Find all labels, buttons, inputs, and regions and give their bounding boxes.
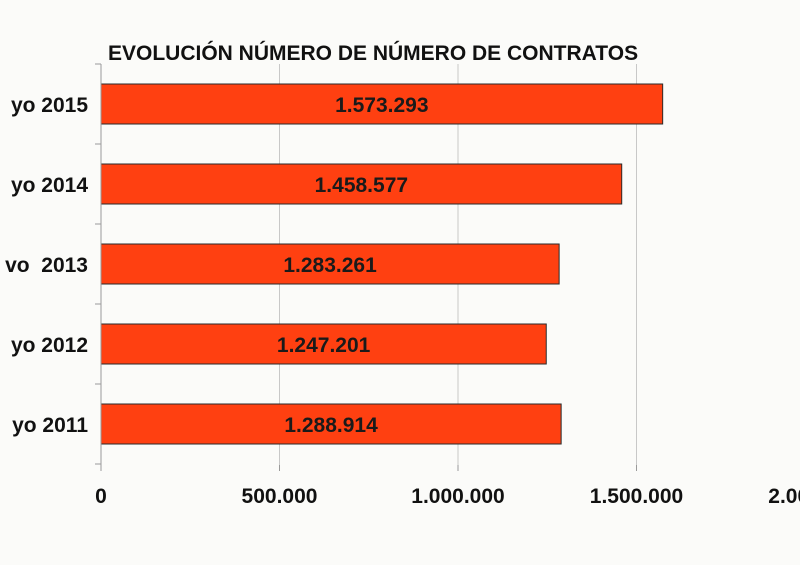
category-label: yo 2012	[11, 334, 88, 357]
category-label: yo 2011	[12, 414, 88, 437]
bar	[100, 323, 547, 365]
data-label: 1.288.914	[284, 414, 378, 437]
x-tick-label: 1.500.000	[590, 485, 683, 508]
data-label: 1.247.201	[277, 334, 371, 357]
axes: 0 500.000 1.000.000 1.500.000 2.000.000 yo 20…	[5, 63, 800, 508]
x-tick-label: 2.000.000	[768, 485, 800, 508]
x-tick-label: 1.000.000	[411, 485, 504, 508]
data-label: 1.458.577	[315, 174, 408, 197]
x-tick-label: 0	[95, 485, 107, 508]
bars: 1.573.293 1.458.577 1.283.261 1.247.201 1.28…	[100, 83, 664, 445]
category-label: yo 2014	[11, 174, 88, 197]
bar	[100, 243, 560, 285]
data-label: 1.573.293	[335, 94, 428, 117]
bar	[100, 163, 623, 205]
category-label: vo 2013	[5, 254, 88, 277]
data-label: 1.283.261	[283, 254, 377, 277]
category-label: yo 2015	[11, 94, 88, 117]
bar	[100, 403, 562, 445]
chart-title: EVOLUCIÓN NÚMERO DE NÚMERO DE CONTRATOS	[108, 41, 638, 65]
bar	[100, 83, 664, 125]
x-tick-label: 500.000	[242, 485, 318, 508]
